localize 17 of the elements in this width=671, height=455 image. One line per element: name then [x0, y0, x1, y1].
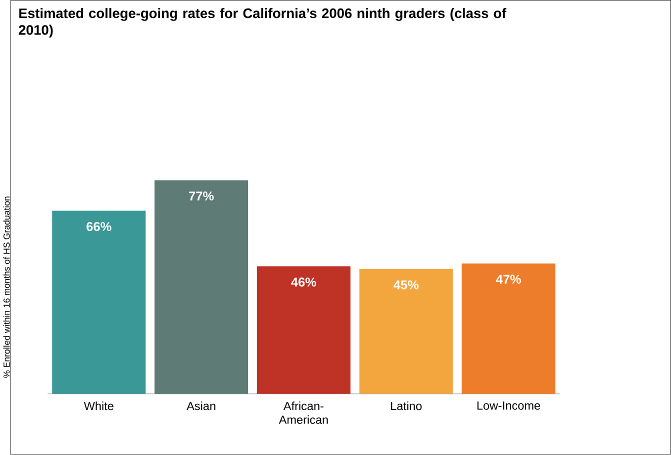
y-axis-title: % Enrolled within 16 months of HS Graduation	[3, 196, 10, 378]
data-label: 47%	[496, 274, 521, 284]
bar	[359, 269, 453, 394]
x-tick-label: Low-Income	[477, 402, 540, 410]
data-label: 66%	[86, 222, 112, 232]
chart-title: Estimated college-going rates for California’s 2006 ninth graders (class of 2010)	[18, 8, 506, 38]
data-label: 46%	[291, 278, 316, 287]
x-tick-label: Asian	[186, 402, 216, 410]
x-tick-label: Latino	[391, 402, 422, 410]
bar	[154, 180, 248, 394]
data-label: 77%	[189, 192, 214, 201]
x-tick-label: African-American	[278, 402, 328, 424]
data-label: 45%	[394, 280, 419, 290]
x-tick-label: White	[84, 402, 114, 410]
bar	[256, 266, 350, 394]
bar	[52, 210, 146, 394]
bar	[462, 263, 556, 394]
